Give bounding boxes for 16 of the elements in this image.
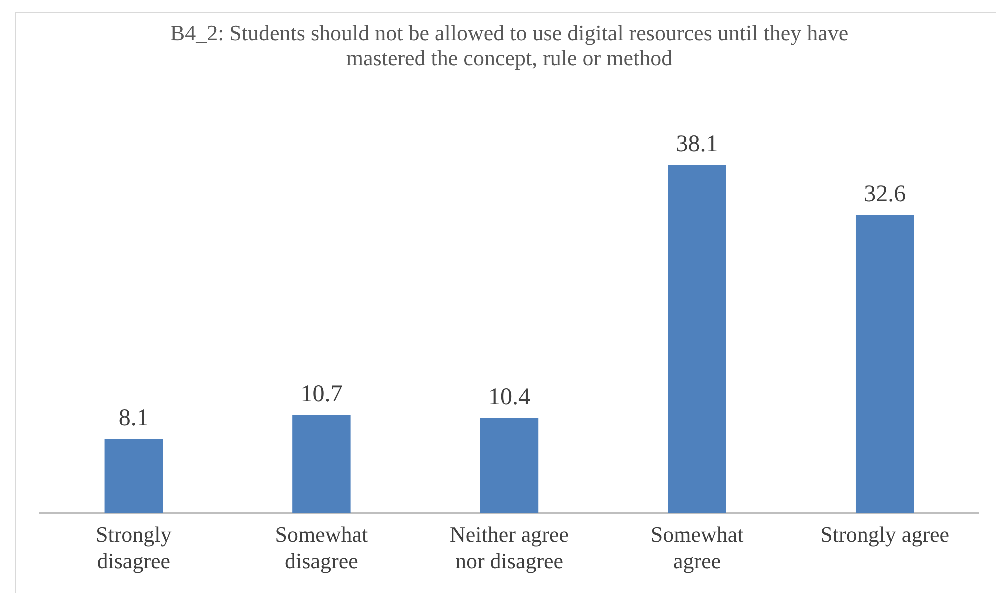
bar — [480, 418, 539, 514]
x-tick-label: Strongly agree — [820, 522, 950, 548]
data-label: 10.7 — [300, 382, 343, 408]
data-label: 8.1 — [118, 405, 149, 432]
chart-title: B4_2: Students should not be allowed to use digital resources until they have mastered the concept, rule or method — [170, 20, 849, 71]
x-tick-label: Neither agree nor disagree — [450, 522, 570, 574]
bar — [668, 164, 726, 514]
x-tick-label: Strongly disagree — [96, 522, 172, 574]
data-label: 10.4 — [488, 384, 530, 410]
bar — [104, 439, 164, 514]
x-tick-label: Somewhat disagree — [275, 522, 368, 574]
bar — [292, 415, 351, 514]
data-label: 38.1 — [676, 131, 718, 158]
data-label: 32.6 — [864, 182, 906, 208]
bar — [856, 215, 914, 514]
x-tick-label: Somewhat agree — [650, 522, 744, 574]
